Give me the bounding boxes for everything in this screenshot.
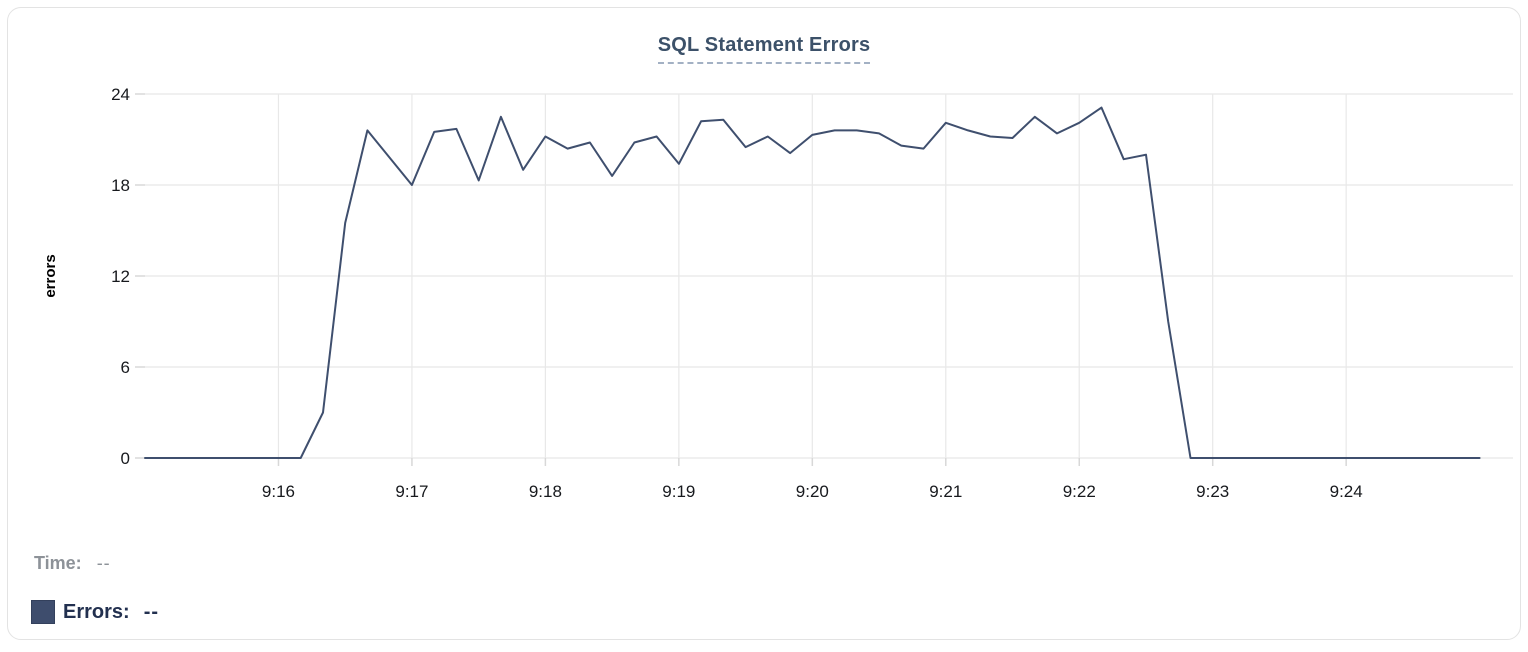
tooltip-time-row: Time: --: [34, 553, 111, 574]
legend-errors-row[interactable]: Errors: --: [31, 600, 159, 624]
y-axis-title: errors: [42, 254, 59, 297]
x-tick-label: 9:24: [1330, 482, 1363, 501]
x-tick-label: 9:16: [262, 482, 295, 501]
y-tick-label: 0: [121, 449, 130, 468]
x-tick-label: 9:19: [662, 482, 695, 501]
y-tick-label: 12: [111, 267, 130, 286]
errors-series-swatch: [31, 600, 55, 624]
y-tick-label: 24: [111, 85, 130, 104]
tooltip-time-value: --: [96, 553, 111, 573]
x-tick-label: 9:22: [1063, 482, 1096, 501]
x-tick-label: 9:17: [395, 482, 428, 501]
x-tick-label: 9:21: [929, 482, 962, 501]
y-tick-label: 18: [111, 176, 130, 195]
legend-errors-label: Errors:: [63, 600, 130, 623]
sql-errors-line-chart[interactable]: 0 6 12 18 24 9:16 9:17 9:18 9:19 9:20 9:21 9:22 9:23…: [8, 8, 1528, 652]
x-tick-label: 9:20: [796, 482, 829, 501]
chart-card: SQL Statement Errors 0 6 12 18 24 9:16 9:17 9:1…: [7, 7, 1521, 640]
errors-line-series: [144, 106, 1481, 459]
x-tick-label: 9:23: [1196, 482, 1229, 501]
chart-title[interactable]: SQL Statement Errors: [657, 34, 871, 64]
tooltip-errors-value: --: [143, 600, 160, 623]
tooltip-time-label: Time:: [34, 553, 82, 573]
x-tick-label: 9:18: [529, 482, 562, 501]
y-tick-label: 6: [121, 358, 130, 377]
chart-header: SQL Statement Errors: [8, 34, 1520, 64]
